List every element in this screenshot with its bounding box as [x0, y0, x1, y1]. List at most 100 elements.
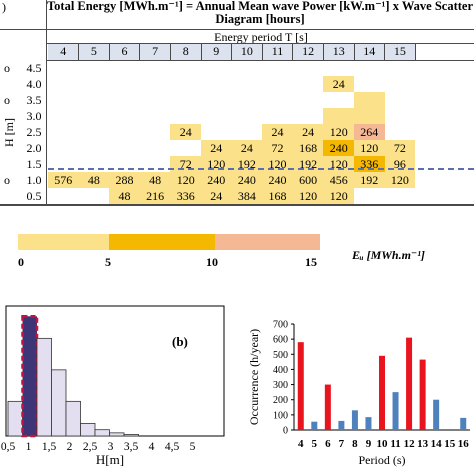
energy-cell [48, 140, 79, 156]
energy-cell: 48 [139, 172, 171, 188]
height-histogram: 0,5 1 1,5 2 2,5 3 3,5 4 4,5 5 H[m] (b) [1, 305, 225, 467]
occurrence-y-tick-label: 100 [273, 410, 288, 421]
histogram-bar [65, 400, 81, 437]
row-header: 3.0 [26, 108, 42, 123]
energy-cell: 384 [231, 188, 263, 204]
histogram-bar [36, 337, 52, 437]
occurrence-y-tick-label: 200 [273, 395, 288, 406]
table-ylabel: H [m] [2, 118, 16, 147]
energy-cell [79, 76, 110, 92]
occurrence-bar [392, 392, 399, 430]
grid-line [0, 29, 474, 30]
occurrence-ylabel: Occurrence (h/year) [247, 329, 261, 425]
histogram-tick-label: 1,5 [42, 441, 57, 453]
histogram-tick-label: 4 [149, 441, 155, 453]
table-title-text: Total Energy [MWh.m⁻¹] = Annual Mean wav… [46, 0, 474, 26]
occurrence-y-tick-label: 400 [273, 365, 288, 376]
grid-line [200, 43, 202, 60]
grid-line [231, 43, 233, 60]
colorbar-label: Eᵤ [MWh.m⁻¹] [352, 248, 425, 262]
column-header: 15 [393, 44, 406, 58]
energy-cell: 24 [170, 124, 201, 140]
row-side-mark: o [4, 172, 10, 187]
occurrence-bar [460, 417, 467, 430]
occurrence-y-tick-label: 0 [283, 426, 288, 437]
energy-cell: 24 [231, 140, 263, 156]
row-header: 2.5 [26, 124, 42, 139]
energy-cell [232, 92, 263, 108]
grid-line [384, 43, 386, 60]
energy-cell [293, 108, 324, 124]
occurrence-x-tick-label: 16 [458, 438, 470, 450]
energy-cell [48, 92, 79, 108]
occurrence-x-tick-label: 10 [377, 438, 389, 450]
energy-cell [140, 108, 171, 124]
occurrence-x-tick-label: 11 [390, 438, 400, 450]
energy-cell [385, 76, 416, 92]
grid-line [46, 43, 474, 44]
energy-cell [232, 76, 263, 92]
energy-cell: 24 [201, 188, 232, 204]
energy-cell [262, 76, 293, 92]
occurrence-bar [419, 359, 426, 430]
energy-heat-table: Total Energy [MWh.m⁻¹] = Annual Mean wav… [0, 0, 474, 206]
occurrence-x-tick-label: 15 [444, 438, 456, 450]
occurrence-bar [351, 410, 358, 430]
energy-cell: 192 [354, 172, 385, 188]
histogram-bar [51, 369, 67, 437]
column-header: 5 [90, 44, 97, 58]
energy-cell [79, 188, 110, 204]
colorbar-tick-15: 15 [305, 255, 317, 269]
energy-cell: 120 [354, 140, 385, 156]
colorbar-tick-10: 10 [206, 255, 218, 269]
row-header: 4.5 [26, 60, 42, 75]
energy-cell: 240 [201, 172, 232, 188]
energy-cell [354, 76, 385, 92]
column-header: 10 [240, 44, 253, 58]
energy-cell: 336 [170, 188, 201, 204]
occurrence-y-tick-label: 500 [273, 350, 288, 361]
grid-line [108, 43, 110, 60]
energy-cell [323, 108, 354, 124]
occurrence-y-tick-label: 600 [273, 335, 288, 346]
histogram-tick-label: 3 [108, 441, 114, 453]
energy-cell: 24 [262, 124, 293, 140]
energy-cell: 120 [384, 172, 416, 188]
occurrence-x-tick-label: 9 [366, 438, 372, 450]
occurrence-xlabel: Period (s) [359, 453, 406, 467]
histogram-tick-label: 2 [67, 441, 73, 453]
grid-line [414, 43, 416, 60]
energy-cell [170, 76, 201, 92]
panel-label-b: (b) [172, 334, 188, 349]
energy-cell: 72 [384, 140, 416, 156]
energy-cell [323, 60, 354, 76]
energy-cell [201, 60, 232, 76]
energy-cell [140, 60, 171, 76]
energy-cell: 288 [109, 172, 140, 188]
occurrence-bar [379, 355, 385, 430]
grid-line [169, 43, 171, 60]
histogram-bar [123, 434, 139, 437]
energy-cell: 24 [323, 76, 354, 92]
row-header: 2.0 [26, 140, 42, 155]
row-header: 0.5 [26, 188, 42, 203]
occurrence-x-tick-label: 14 [431, 438, 443, 450]
energy-cell [79, 124, 110, 140]
table-title: Total Energy [MWh.m⁻¹] = Annual Mean wav… [46, 0, 474, 29]
colorbar [18, 234, 320, 250]
energy-cell [323, 92, 354, 108]
energy-cell: 168 [292, 140, 324, 156]
energy-cell: 120 [292, 188, 324, 204]
highlight-dash-line [48, 168, 474, 170]
energy-cell [201, 76, 232, 92]
energy-cell: 168 [262, 188, 293, 204]
histogram-tick-label: 3,5 [124, 441, 139, 453]
energy-cell: 48 [109, 188, 140, 204]
energy-cell [354, 92, 385, 108]
grid-line [353, 43, 355, 60]
energy-cell: 600 [292, 172, 324, 188]
energy-cell [109, 60, 140, 76]
energy-cell [293, 92, 324, 108]
energy-cell [201, 124, 232, 140]
colorbar-tick-5: 5 [105, 255, 111, 269]
